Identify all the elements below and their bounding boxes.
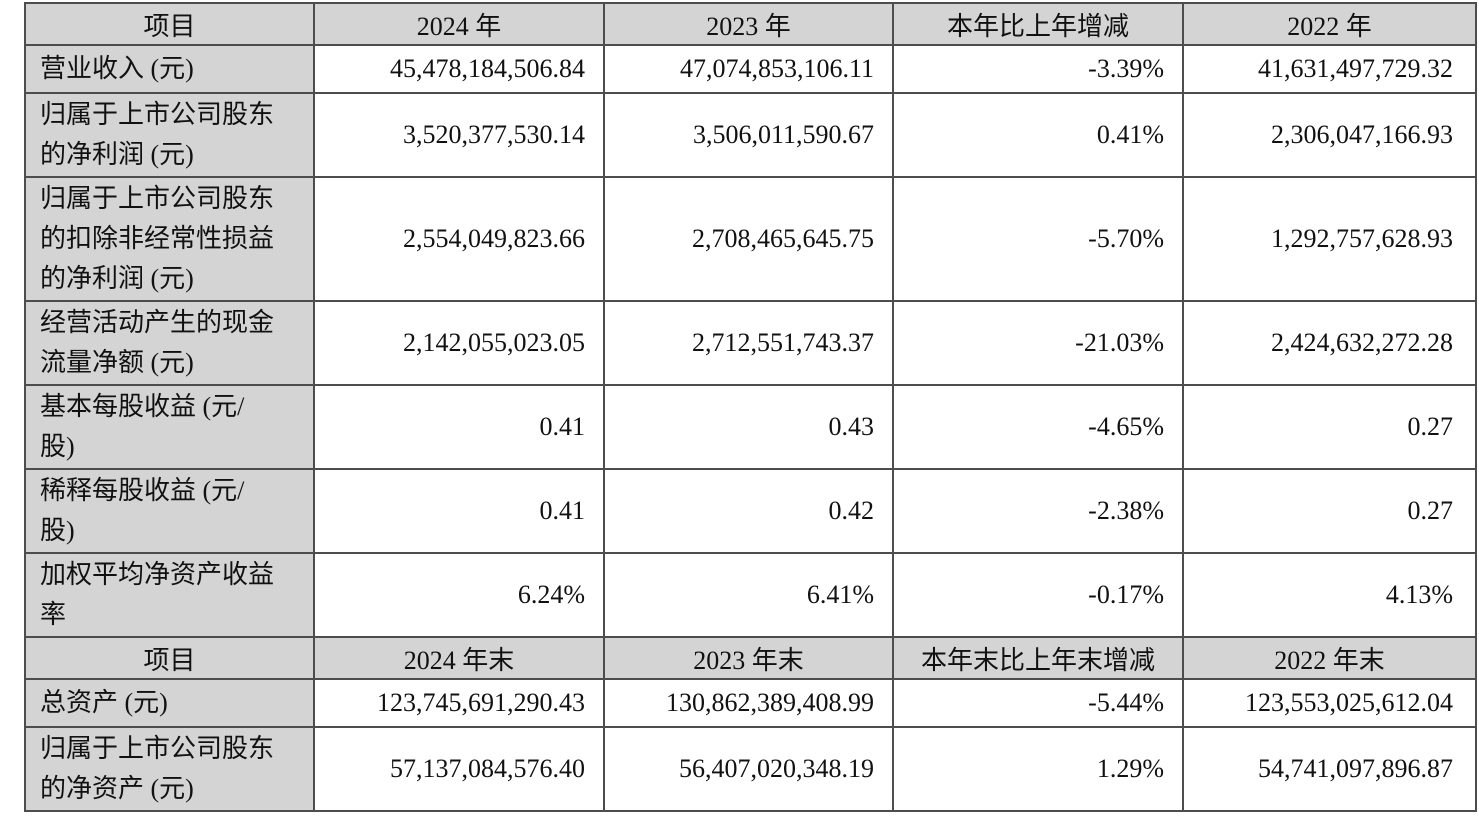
row-label: 基本每股收益 (元/ 股) — [24, 384, 315, 470]
cell-2024: 0.41 — [313, 384, 605, 470]
table-header-row: 项目 2024 年 2023 年 本年比上年增减 2022 年 — [24, 2, 1477, 46]
row-label: 加权平均净资产收益 率 — [24, 552, 315, 638]
cell-2022: 1,292,757,628.93 — [1182, 176, 1477, 302]
header-item: 项目 — [24, 2, 315, 46]
cell-2023: 47,074,853,106.11 — [603, 44, 894, 94]
row-label: 归属于上市公司股东 的扣除非经常性损益 的净利润 (元) — [24, 176, 315, 302]
cell-2024: 6.24% — [313, 552, 605, 638]
cell-2023: 3,506,011,590.67 — [603, 92, 894, 178]
cell-2024: 3,520,377,530.14 — [313, 92, 605, 178]
table-row: 营业收入 (元) 45,478,184,506.84 47,074,853,10… — [24, 44, 1477, 94]
cell-2023: 130,862,389,408.99 — [603, 678, 894, 728]
cell-2023: 0.42 — [603, 468, 894, 554]
table-row: 稀释每股收益 (元/ 股) 0.41 0.42 -2.38% 0.27 — [24, 468, 1477, 554]
header-item-2: 项目 — [24, 636, 315, 680]
cell-2022: 41,631,497,729.32 — [1182, 44, 1477, 94]
header-2024: 2024 年 — [313, 2, 605, 46]
cell-2022: 0.27 — [1182, 384, 1477, 470]
cell-2024: 57,137,084,576.40 — [313, 726, 605, 812]
cell-2024: 123,745,691,290.43 — [313, 678, 605, 728]
table-row: 归属于上市公司股东 的净利润 (元) 3,520,377,530.14 3,50… — [24, 92, 1477, 178]
cell-2022: 123,553,025,612.04 — [1182, 678, 1477, 728]
header-2022-end: 2022 年末 — [1182, 636, 1477, 680]
cell-2024: 0.41 — [313, 468, 605, 554]
cell-2024: 2,142,055,023.05 — [313, 300, 605, 386]
cell-change: 1.29% — [892, 726, 1184, 812]
table-row: 加权平均净资产收益 率 6.24% 6.41% -0.17% 4.13% — [24, 552, 1477, 638]
cell-change: -2.38% — [892, 468, 1184, 554]
cell-change: -21.03% — [892, 300, 1184, 386]
table-row: 归属于上市公司股东 的扣除非经常性损益 的净利润 (元) 2,554,049,8… — [24, 176, 1477, 302]
cell-2022: 0.27 — [1182, 468, 1477, 554]
financial-summary-table: 项目 2024 年 2023 年 本年比上年增减 2022 年 营业收入 (元)… — [24, 2, 1477, 812]
cell-change: 0.41% — [892, 92, 1184, 178]
row-label: 归属于上市公司股东 的净资产 (元) — [24, 726, 315, 812]
table-row: 经营活动产生的现金 流量净额 (元) 2,142,055,023.05 2,71… — [24, 300, 1477, 386]
table-row: 归属于上市公司股东 的净资产 (元) 57,137,084,576.40 56,… — [24, 726, 1477, 812]
cell-2022: 4.13% — [1182, 552, 1477, 638]
header-2023: 2023 年 — [603, 2, 894, 46]
row-label: 营业收入 (元) — [24, 44, 315, 94]
cell-2023: 2,708,465,645.75 — [603, 176, 894, 302]
row-label: 稀释每股收益 (元/ 股) — [24, 468, 315, 554]
cell-2023: 2,712,551,743.37 — [603, 300, 894, 386]
header-2024-end: 2024 年末 — [313, 636, 605, 680]
cell-change: -4.65% — [892, 384, 1184, 470]
header-2022: 2022 年 — [1182, 2, 1477, 46]
cell-2022: 54,741,097,896.87 — [1182, 726, 1477, 812]
cell-2024: 2,554,049,823.66 — [313, 176, 605, 302]
cell-2022: 2,424,632,272.28 — [1182, 300, 1477, 386]
cell-2023: 6.41% — [603, 552, 894, 638]
cell-2022: 2,306,047,166.93 — [1182, 92, 1477, 178]
cell-change: -0.17% — [892, 552, 1184, 638]
header-yoy-change: 本年比上年增减 — [892, 2, 1184, 46]
table-header-row-2: 项目 2024 年末 2023 年末 本年末比上年末增减 2022 年末 — [24, 636, 1477, 680]
table-row: 总资产 (元) 123,745,691,290.43 130,862,389,4… — [24, 678, 1477, 728]
row-label: 经营活动产生的现金 流量净额 (元) — [24, 300, 315, 386]
cell-change: -3.39% — [892, 44, 1184, 94]
cell-change: -5.70% — [892, 176, 1184, 302]
row-label: 归属于上市公司股东 的净利润 (元) — [24, 92, 315, 178]
row-label: 总资产 (元) — [24, 678, 315, 728]
header-2023-end: 2023 年末 — [603, 636, 894, 680]
cell-2023: 56,407,020,348.19 — [603, 726, 894, 812]
cell-2024: 45,478,184,506.84 — [313, 44, 605, 94]
cell-change: -5.44% — [892, 678, 1184, 728]
header-yoy-end-change: 本年末比上年末增减 — [892, 636, 1184, 680]
cell-2023: 0.43 — [603, 384, 894, 470]
table-row: 基本每股收益 (元/ 股) 0.41 0.43 -4.65% 0.27 — [24, 384, 1477, 470]
